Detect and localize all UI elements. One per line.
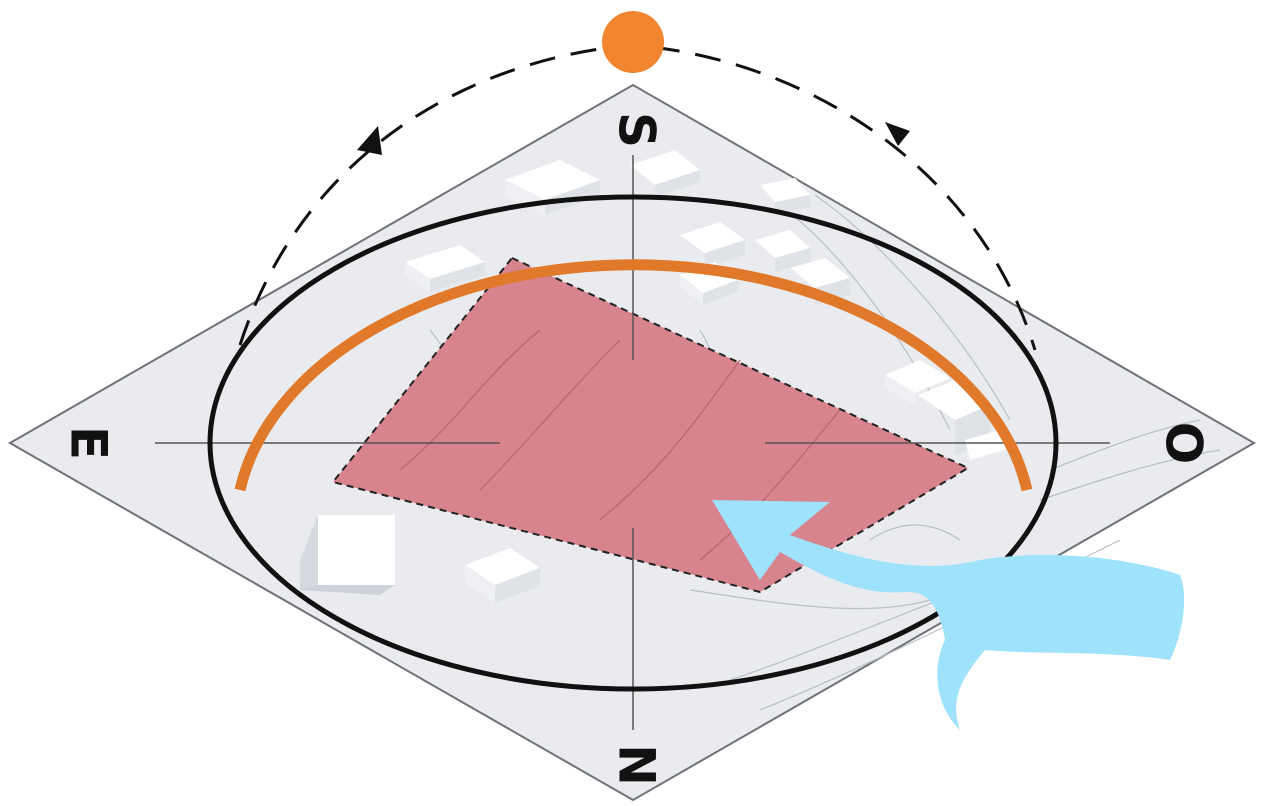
buildings (300, 150, 1005, 603)
horizon-ring (207, 194, 1059, 692)
label-south: S (608, 112, 666, 148)
building (405, 245, 485, 292)
label-east: E (60, 426, 118, 460)
building (760, 178, 810, 214)
sun-path-arrow-left (357, 126, 382, 155)
building (630, 150, 700, 197)
sun-path-arc (234, 259, 1033, 492)
building (465, 548, 540, 603)
label-west: O (1155, 422, 1213, 465)
sun-icon (602, 11, 664, 73)
site-contours (399, 329, 841, 561)
building (965, 430, 1005, 460)
building (300, 515, 395, 595)
building (885, 360, 950, 405)
sun-path-arrow-right (885, 122, 910, 146)
wind-arrow-icon (712, 500, 1185, 730)
building (755, 230, 810, 272)
label-north: N (608, 744, 666, 786)
building (680, 222, 745, 268)
